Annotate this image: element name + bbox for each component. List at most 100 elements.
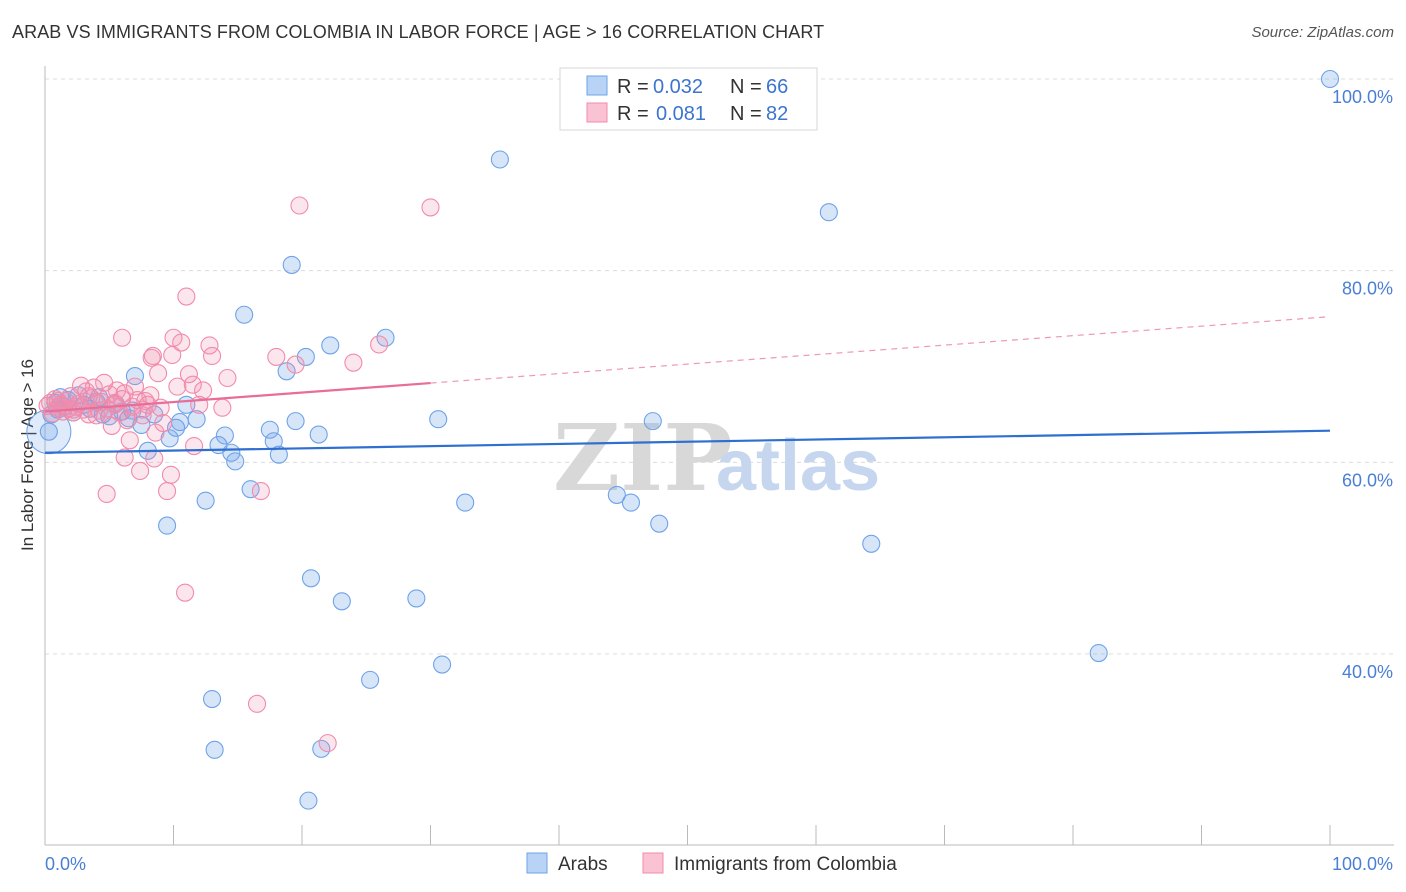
colombia-point-66 — [318, 734, 337, 753]
colombia-point-68 — [370, 335, 389, 354]
chart-title: ARAB VS IMMIGRANTS FROM COLOMBIA IN LABO… — [12, 22, 825, 42]
legend-n-label-arabs: N = — [730, 76, 762, 98]
arab-point-47 — [429, 410, 448, 429]
arab-point-30 — [226, 452, 245, 471]
arab-point-31 — [235, 305, 254, 324]
legend-n-value-colombia: 82 — [766, 103, 788, 125]
arab-point-26 — [196, 491, 215, 510]
y-tick-label-40: 40.0% — [1342, 662, 1393, 682]
bottom-legend-label-colombia: Immigrants from Colombia — [674, 854, 897, 875]
x-tick-label-0: 0.0% — [45, 854, 86, 874]
colombia-point-61 — [247, 694, 267, 713]
trend-line-colombia-extension — [430, 316, 1331, 384]
arab-point-45 — [376, 328, 395, 347]
x-tick-labels: 0.0% 100.0% — [45, 854, 1393, 874]
arab-point-42 — [321, 336, 340, 355]
colombia-point-36 — [131, 461, 150, 481]
arab-point-25 — [187, 410, 206, 429]
colombia-point-80 — [163, 345, 182, 365]
colombia-point-79 — [105, 393, 124, 412]
arab-point-21 — [158, 516, 177, 535]
arab-point-51 — [607, 485, 626, 504]
arab-point-52 — [621, 493, 641, 512]
colombia-point-43 — [149, 364, 168, 383]
colombia-point-63 — [267, 347, 286, 366]
gridlines — [45, 78, 1394, 655]
bottom-legend-swatch-arabs — [526, 852, 548, 874]
arab-point-53 — [643, 412, 662, 431]
legend-swatch-colombia — [586, 102, 608, 123]
arab-point-36 — [277, 362, 296, 381]
arab-point-48 — [433, 655, 452, 674]
arab-point-0 — [39, 422, 58, 441]
arab-point-39 — [296, 347, 315, 366]
arab-point-23 — [170, 413, 189, 432]
colombia-point-32 — [120, 431, 139, 450]
correlation-legend: R = 0.032 N = 66 R = 0.081 N = 82 — [559, 67, 818, 131]
colombia-point-77 — [79, 387, 98, 406]
colombia-point-45 — [154, 413, 173, 433]
legend-r-label-colombia: R = — [617, 103, 649, 125]
colombia-point-34 — [125, 377, 144, 396]
arab-point-41 — [309, 425, 328, 444]
colombia-point-53 — [179, 365, 198, 384]
arab-point-49 — [456, 493, 475, 512]
arab-point-62 — [299, 791, 318, 810]
colombia-point-76 — [48, 391, 67, 411]
series-legend: Arabs Immigrants from Colombia — [526, 852, 897, 875]
legend-r-value-arabs: 0.032 — [653, 76, 703, 98]
y-tick-label-60: 60.0% — [1342, 470, 1393, 490]
arab-point-56 — [862, 534, 881, 553]
arab-point-60 — [203, 689, 222, 709]
arab-point-54 — [650, 514, 669, 533]
arab-point-44 — [361, 670, 380, 689]
arab-point-58 — [1320, 69, 1340, 89]
colombia-point-42 — [146, 423, 165, 442]
arab-point-40 — [301, 569, 321, 588]
colombia-point-72 — [145, 449, 164, 468]
arab-point-17 — [125, 367, 144, 386]
legend-n-label-colombia: N = — [730, 103, 762, 125]
arab-point-33 — [260, 420, 279, 439]
colombia-point-37 — [133, 406, 152, 425]
legend-swatch-arabs — [586, 75, 608, 96]
trend-line-arabs — [44, 429, 1331, 454]
colombia-point-47 — [161, 465, 180, 484]
colombia-point-81 — [185, 436, 204, 456]
series-colombia — [38, 196, 440, 753]
arab-point-35 — [269, 445, 288, 464]
colombia-point-59 — [213, 398, 232, 417]
axes — [44, 66, 1394, 846]
arab-point-18 — [132, 415, 151, 435]
colombia-point-67 — [344, 353, 363, 372]
arab-point-57 — [1089, 643, 1108, 663]
colombia-point-62 — [251, 482, 270, 501]
arab-point-28 — [215, 426, 234, 445]
colombia-point-64 — [286, 355, 305, 374]
legend-r-value-colombia: 0.081 — [656, 103, 706, 125]
arab-point-37 — [286, 412, 305, 431]
colombia-point-18 — [84, 378, 103, 397]
colombia-point-46 — [158, 482, 177, 501]
arab-point-50 — [490, 150, 509, 169]
series-arabs — [26, 69, 1340, 810]
colombia-point-57 — [200, 336, 219, 355]
colombia-point-56 — [194, 381, 213, 400]
y-tick-labels: 40.0% 60.0% 80.0% 100.0% — [1332, 87, 1393, 682]
bottom-legend-label-arabs: Arabs — [558, 854, 608, 875]
watermark-zip: ZIP — [553, 404, 732, 512]
x-tick-label-100: 100.0% — [1332, 854, 1393, 874]
arab-point-46 — [407, 589, 426, 608]
colombia-point-74 — [115, 448, 134, 467]
colombia-point-51 — [176, 583, 195, 602]
legend-r-label-arabs: R = — [617, 76, 649, 98]
y-tick-label-80: 80.0% — [1342, 279, 1393, 299]
arab-point-59 — [205, 740, 224, 759]
colombia-point-65 — [290, 196, 309, 215]
colombia-point-58 — [203, 346, 222, 366]
colombia-point-73 — [142, 348, 161, 367]
colombia-point-70 — [97, 484, 116, 504]
trend-line-colombia — [44, 381, 431, 413]
colombia-point-52 — [177, 287, 196, 306]
trend-lines — [44, 316, 1331, 454]
